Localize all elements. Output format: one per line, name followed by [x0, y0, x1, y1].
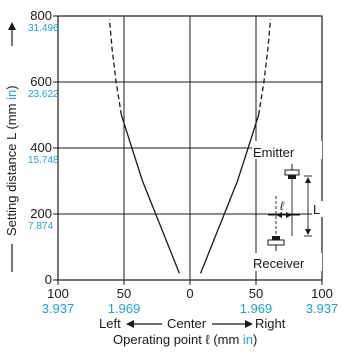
y-axis-title: Setting distance L (mm in) [4, 22, 19, 272]
emitter-label-bg [252, 141, 322, 159]
receiver-icon [267, 236, 285, 251]
right-arrow-icon [245, 320, 253, 328]
sensor-diagram: Emitter L ℓ Receiver [252, 141, 324, 271]
diagram-ell-label: ℓ [280, 199, 285, 213]
curves [108, 19, 272, 274]
y-tick-label-mm: 400 [30, 140, 52, 155]
y-tick-label-in: 31.496 [28, 23, 59, 34]
x-tick-label-in: 1.969 [240, 301, 273, 316]
l-label-bg [312, 201, 324, 217]
left-label: Left [99, 316, 121, 331]
ell-arrow-left-icon [276, 212, 282, 218]
x-tick-label-mm: 50 [117, 286, 131, 301]
x-tick-label-in: 3.937 [42, 301, 75, 316]
y-tick-label-mm: 600 [30, 74, 52, 89]
x-tick-label-mm: 100 [311, 286, 333, 301]
l-dim-arrow-up-icon [305, 177, 311, 183]
curve-right-solid [199, 114, 260, 274]
x-tick-label-mm: 0 [186, 286, 193, 301]
y-axis-title-text: Setting distance L (mm in) [4, 85, 19, 236]
y-axis-arrow-icon [8, 22, 16, 30]
center-label: Center [167, 316, 207, 331]
ell-arrow-right-icon [286, 212, 292, 218]
receiver-label-bg [252, 253, 322, 271]
x-tick-label-in: 3.937 [306, 301, 339, 316]
curve-right-dashed [257, 19, 272, 116]
y-tick-label-in: 7.874 [28, 221, 53, 232]
left-arrow-icon [126, 320, 134, 328]
y-tick-label-mm: 200 [30, 206, 52, 221]
l-dim-arrow-down-icon [305, 229, 311, 235]
diagram-l-label: L [313, 202, 320, 217]
curve-left-solid [120, 114, 181, 274]
y-tick-label-in: 15.748 [28, 155, 59, 166]
x-tick-label-mm: 100 [47, 286, 69, 301]
x-axis-title: Operating point ℓ (mm in) [113, 332, 257, 347]
y-tick-label-in: 23.622 [28, 89, 59, 100]
emitter-label: Emitter [253, 145, 295, 160]
receiver-label: Receiver [253, 256, 305, 271]
y-tick-label-mm: 0 [45, 272, 52, 287]
emitter-icon [284, 164, 300, 179]
x-tick-label-in: 1.969 [108, 301, 141, 316]
x-tick-label-mm: 50 [249, 286, 263, 301]
y-tick-label-mm: 800 [30, 8, 52, 23]
curve-left-dashed [108, 19, 123, 116]
right-label: Right [255, 316, 286, 331]
direction-labels: Left Center Right [99, 316, 286, 331]
ell-label-bg [279, 198, 289, 212]
